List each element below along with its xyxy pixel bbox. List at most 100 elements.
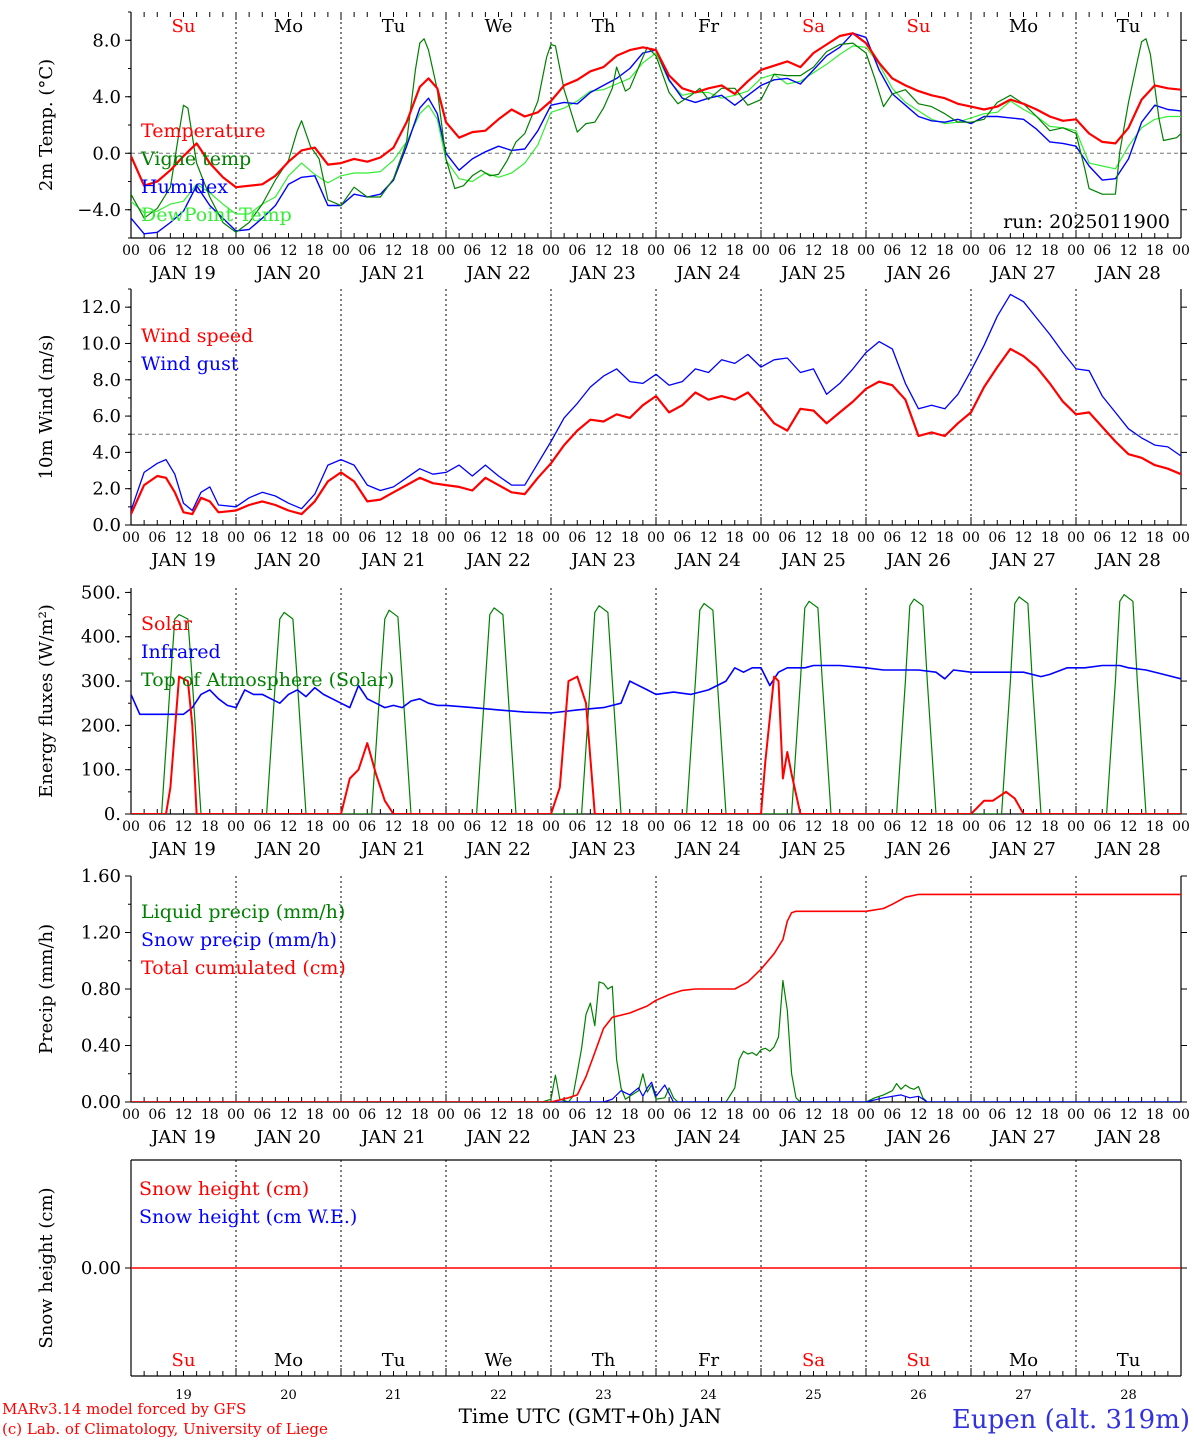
day-of-week-label: Sa — [802, 16, 825, 37]
hour-label: 12 — [490, 243, 508, 259]
wind-panel: 0.0 2.0 4.0 6.0 8.0 10.0 12.0 10m Wind (m/s) 00 0… — [36, 288, 1190, 571]
date-label: JAN 26 — [884, 839, 951, 860]
date-label: JAN 20 — [254, 550, 321, 571]
hour-label: 12 — [280, 819, 298, 835]
hour-label: 00 — [227, 530, 245, 546]
series-line-wind-speed — [131, 347, 1181, 516]
hour-label: 12 — [700, 530, 718, 546]
legend-entry: Wind speed — [141, 325, 253, 347]
date-label: JAN 22 — [464, 839, 531, 860]
hour-label: 00 — [1067, 1107, 1085, 1123]
hour-label: 00 — [1067, 530, 1085, 546]
hour-label: 00 — [1067, 243, 1085, 259]
hour-label: 18 — [621, 1107, 639, 1123]
hour-label: 06 — [778, 243, 796, 259]
date-label: JAN 19 — [149, 263, 216, 284]
hour-label: 18 — [621, 819, 639, 835]
hour-label: 18 — [621, 530, 639, 546]
hour-label: 06 — [1093, 530, 1111, 546]
hour-label: 06 — [568, 819, 586, 835]
hour-label: 12 — [1120, 819, 1138, 835]
hour-label: 18 — [936, 243, 954, 259]
day-of-week-label: Su — [907, 1350, 931, 1371]
day-of-week-label: Fr — [698, 1350, 719, 1371]
hour-label: 12 — [1015, 243, 1033, 259]
hour-label: 12 — [700, 243, 718, 259]
hour-label: 00 — [647, 819, 665, 835]
legend-entry: Top of Atmosphere (Solar) — [141, 669, 394, 691]
hour-label: 18 — [621, 243, 639, 259]
y-tick-label: 8.0 — [92, 30, 121, 51]
hour-label: 00 — [437, 819, 455, 835]
hour-label: 18 — [1041, 1107, 1059, 1123]
day-of-week-label: We — [485, 16, 513, 37]
hour-label: 18 — [1041, 243, 1059, 259]
hour-label: 06 — [358, 243, 376, 259]
date-label: JAN 19 — [149, 1127, 216, 1148]
y-tick-label: 1.20 — [81, 923, 121, 944]
hour-label: 06 — [1093, 243, 1111, 259]
date-label: JAN 21 — [359, 550, 426, 571]
series-line-top-of-atmosphere-solar- — [131, 593, 1181, 814]
hour-label: 06 — [988, 819, 1006, 835]
legend-entry: Liquid precip (mm/h) — [141, 901, 345, 923]
hour-label: 06 — [148, 819, 166, 835]
date-label: JAN 21 — [359, 263, 426, 284]
date-label: JAN 25 — [779, 1127, 846, 1148]
date-label: JAN 27 — [989, 263, 1056, 284]
hour-label: 00 — [962, 530, 980, 546]
date-label: JAN 19 — [149, 839, 216, 860]
credit-line-2: (c) Lab. of Climatology, University of L… — [2, 1420, 328, 1438]
date-label: JAN 28 — [1094, 550, 1161, 571]
hour-label: 12 — [175, 243, 193, 259]
hour-label: 00 — [647, 530, 665, 546]
hour-label: 18 — [831, 1107, 849, 1123]
series-line-wind-gust — [131, 293, 1181, 512]
hour-label: 12 — [490, 819, 508, 835]
date-label: JAN 20 — [254, 263, 321, 284]
series-line-total-cumulated-cm- — [131, 893, 1181, 1102]
hour-label: 12 — [175, 819, 193, 835]
date-label: JAN 20 — [254, 1127, 321, 1148]
y-tick-label: 8.0 — [92, 370, 121, 391]
credit-line-1: MARv3.14 model forced by GFS — [2, 1400, 246, 1418]
hour-label: 12 — [805, 1107, 823, 1123]
hour-label: 18 — [831, 243, 849, 259]
day-of-week-label: Fr — [698, 16, 719, 37]
day-of-week-label: Mo — [1009, 1350, 1038, 1371]
day-of-week-label: Mo — [274, 1350, 303, 1371]
day-number-label: 19 — [175, 1388, 192, 1403]
day-number-label: 24 — [700, 1388, 717, 1403]
day-number-label: 23 — [595, 1388, 612, 1403]
hour-label: 12 — [910, 530, 928, 546]
date-label: JAN 28 — [1094, 839, 1161, 860]
hour-label: 12 — [805, 530, 823, 546]
y-tick-label: 0.0 — [92, 515, 121, 536]
date-label: JAN 25 — [779, 839, 846, 860]
y-tick-label: 400. — [81, 627, 121, 648]
hour-label: 18 — [411, 819, 429, 835]
hour-label: 12 — [910, 1107, 928, 1123]
hour-label: 00 — [962, 819, 980, 835]
hour-label: 00 — [752, 530, 770, 546]
hour-label: 06 — [358, 819, 376, 835]
hour-label: 12 — [1015, 1107, 1033, 1123]
wind-series — [131, 293, 1181, 516]
snow-panel: 0.00 Snow height (cm) Su Mo Tu We Th Fr Sa Su Mo Tu… — [36, 1159, 1187, 1403]
hour-label: 00 — [752, 819, 770, 835]
date-label: JAN 24 — [674, 550, 741, 571]
y-tick-label: 1.60 — [81, 866, 121, 887]
date-label: JAN 22 — [464, 263, 531, 284]
y-tick-label: 500. — [81, 582, 121, 603]
y-tick-label: 100. — [81, 760, 121, 781]
hour-label: 00 — [227, 243, 245, 259]
hour-label: 06 — [883, 1107, 901, 1123]
date-label: JAN 22 — [464, 550, 531, 571]
day-of-week-label: Th — [592, 16, 616, 37]
location-title: Eupen (alt. 319m) — [952, 1405, 1190, 1435]
hour-label: 12 — [1015, 530, 1033, 546]
day-number-label: 20 — [280, 1388, 297, 1403]
hour-label: 18 — [1041, 530, 1059, 546]
day-of-week-label: Th — [592, 1350, 616, 1371]
hour-label: 06 — [253, 819, 271, 835]
